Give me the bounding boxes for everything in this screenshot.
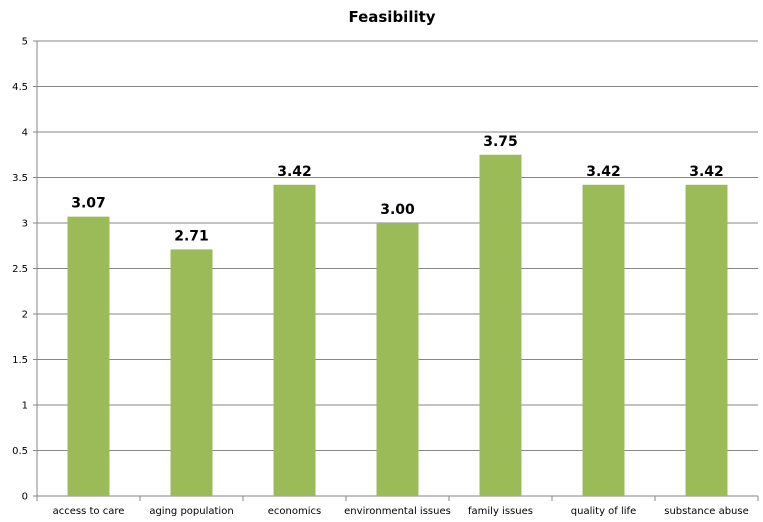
data-label: 3.42 (277, 164, 312, 180)
y-tick-label: 0.5 (12, 446, 28, 457)
data-labels: 3.07 2.71 3.42 3.00 3.75 3.42 3.42 (71, 134, 724, 245)
data-label: 3.07 (71, 196, 106, 212)
y-tick-label: 4.5 (12, 82, 28, 93)
bar-substance-abuse (685, 184, 728, 496)
y-tick-label: 5 (22, 37, 28, 48)
x-tick-label: environmental issues (344, 506, 451, 517)
data-label: 3.75 (483, 134, 518, 150)
bar-quality-of-life (582, 184, 625, 496)
chart-title: Feasibility (348, 8, 435, 26)
y-tick-label: 3.5 (12, 173, 28, 184)
y-tick-label: 1.5 (12, 355, 28, 366)
bar-family-issues (479, 154, 522, 496)
y-tick-label: 3 (22, 219, 28, 230)
x-tick-label: economics (268, 506, 321, 517)
y-tick-label: 1 (22, 401, 28, 412)
bar-access-to-care (67, 216, 110, 496)
bar-economics (273, 184, 316, 496)
bar-environmental-issues (376, 223, 419, 496)
data-label: 3.42 (689, 164, 724, 180)
x-tick-label: access to care (53, 506, 125, 517)
x-tick-label: quality of life (571, 506, 636, 517)
bar-aging-population (170, 249, 213, 496)
bars (67, 154, 728, 496)
y-tick-label: 2.5 (12, 264, 28, 275)
x-tick-label: substance abuse (664, 506, 749, 517)
y-tick-label: 0 (22, 492, 28, 503)
data-label: 3.00 (380, 202, 415, 218)
x-tick-label: aging population (149, 506, 233, 517)
y-tick-label: 4 (22, 128, 28, 139)
data-label: 2.71 (174, 228, 209, 244)
x-tick-label: family issues (468, 506, 533, 517)
y-tick-label: 2 (22, 310, 28, 321)
data-label: 3.42 (586, 164, 621, 180)
